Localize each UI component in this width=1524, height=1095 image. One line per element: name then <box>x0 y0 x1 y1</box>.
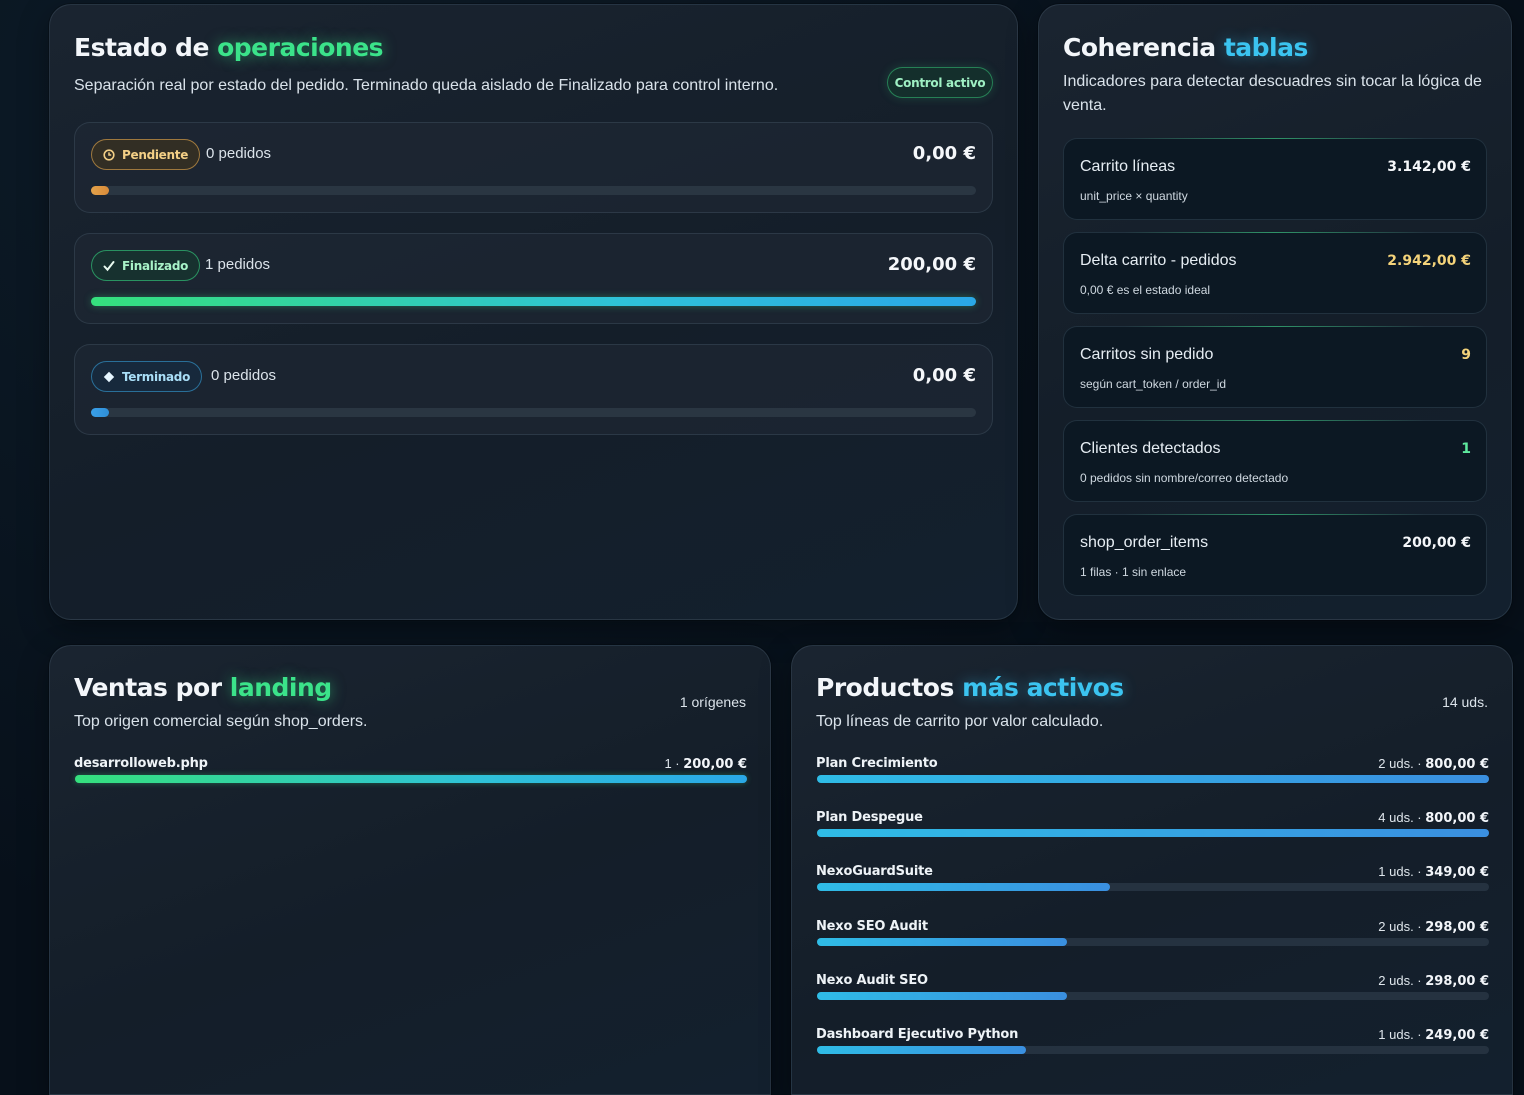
control-active-badge: Control activo <box>887 67 993 98</box>
product-name: NexoGuardSuite <box>816 864 933 879</box>
metric-value: 2.942,00 € <box>1387 253 1471 269</box>
product-progress-track <box>817 775 1489 783</box>
product-progress-track <box>817 829 1489 837</box>
product-name: Nexo SEO Audit <box>816 919 928 934</box>
product-progress-fill <box>817 883 1110 891</box>
product-progress-track <box>817 883 1489 891</box>
clock-icon <box>103 148 115 161</box>
product-row[interactable]: Nexo SEO Audit 2 uds. · 298,00 € <box>816 919 1489 959</box>
metric-hint: 0 pedidos sin nombre/correo detectado <box>1080 471 1289 485</box>
product-row[interactable]: Dashboard Ejecutivo Python 1 uds. · 249,… <box>816 1027 1489 1067</box>
products-units-count: 14 uds. <box>1442 694 1488 710</box>
status-pill-finalizado: Finalizado <box>91 250 201 281</box>
status-amount: 0,00 € <box>912 365 976 386</box>
product-progress-fill <box>817 1046 1026 1054</box>
status-progress-fill <box>91 186 109 195</box>
status-count: 0 pedidos <box>211 367 277 384</box>
metric-label: Clientes detectados <box>1080 440 1221 457</box>
product-progress-track <box>817 1046 1489 1054</box>
metric-hint: según cart_token / order_id <box>1080 377 1227 391</box>
product-row[interactable]: Plan Despegue 4 uds. · 800,00 € <box>816 810 1489 850</box>
product-meta: 2 uds. · 298,00 € <box>1378 973 1489 989</box>
landing-origins-count: 1 orígenes <box>679 694 746 710</box>
status-progress-track <box>91 297 976 306</box>
product-row[interactable]: Plan Crecimiento 2 uds. · 800,00 € <box>816 756 1489 796</box>
operations-panel: Estado de operaciones Separación real po… <box>49 4 1018 620</box>
product-progress-fill <box>817 775 1489 783</box>
status-count: 0 pedidos <box>206 145 272 162</box>
product-name: Nexo Audit SEO <box>816 973 928 988</box>
status-pill-terminado: Terminado <box>91 361 203 392</box>
status-amount: 200,00 € <box>887 254 976 275</box>
metric-label: Delta carrito - pedidos <box>1080 252 1237 269</box>
status-label: Terminado <box>122 369 191 384</box>
status-progress-track <box>91 186 976 195</box>
status-card-finalizado[interactable]: Finalizado 1 pedidos 200,00 € <box>74 233 993 324</box>
coherence-title: Coherencia tablas <box>1063 33 1308 62</box>
products-subtitle: Top líneas de carrito por valor calculad… <box>816 713 1104 730</box>
metric-value: 9 <box>1461 347 1471 363</box>
metric-hint: unit_price × quantity <box>1080 189 1188 203</box>
status-progress-fill <box>91 408 109 417</box>
landing-progress-track <box>75 775 747 783</box>
metric-shop-order-items[interactable]: shop_order_items 1 filas · 1 sin enlace … <box>1063 514 1487 596</box>
landing-meta: 1 · 200,00 € <box>664 756 747 772</box>
metric-label: shop_order_items <box>1080 534 1209 551</box>
product-progress-fill <box>817 992 1068 1000</box>
landing-title: Ventas por landing <box>74 673 332 702</box>
status-label: Pendiente <box>122 147 189 162</box>
coherence-subtitle: Indicadores para detectar descuadres sin… <box>1063 73 1482 114</box>
metric-value: 200,00 € <box>1402 535 1471 551</box>
status-progress-fill <box>91 297 976 306</box>
metric-hint: 1 filas · 1 sin enlace <box>1080 565 1187 579</box>
product-row[interactable]: NexoGuardSuite 1 uds. · 349,00 € <box>816 864 1489 904</box>
metric-clients-detected[interactable]: Clientes detectados 0 pedidos sin nombre… <box>1063 420 1487 502</box>
operations-title: Estado de operaciones <box>74 33 384 62</box>
product-meta: 2 uds. · 298,00 € <box>1378 919 1489 935</box>
landing-progress-fill <box>75 775 747 783</box>
top-products-panel: Productos más activos 14 uds. Top líneas… <box>791 645 1513 1095</box>
product-meta: 1 uds. · 249,00 € <box>1378 1027 1489 1043</box>
metric-hint: 0,00 € es el estado ideal <box>1080 283 1211 297</box>
landing-name: desarrolloweb.php <box>74 756 208 771</box>
check-icon <box>103 260 115 271</box>
metric-cart-lines[interactable]: Carrito líneas unit_price × quantity 3.1… <box>1063 138 1487 220</box>
status-label: Finalizado <box>122 258 189 273</box>
status-pill-pendiente: Pendiente <box>91 139 201 170</box>
product-progress-fill <box>817 829 1489 837</box>
status-card-terminado[interactable]: Terminado 0 pedidos 0,00 € <box>74 344 993 435</box>
product-name: Plan Crecimiento <box>816 756 938 771</box>
product-name: Dashboard Ejecutivo Python <box>816 1027 1019 1042</box>
metric-carts-without-order[interactable]: Carritos sin pedido según cart_token / o… <box>1063 326 1487 408</box>
products-title: Productos más activos <box>816 673 1124 702</box>
product-meta: 1 uds. · 349,00 € <box>1378 864 1489 880</box>
metric-value: 1 <box>1461 441 1471 457</box>
product-progress-track <box>817 938 1489 946</box>
status-amount: 0,00 € <box>912 143 976 164</box>
status-progress-track <box>91 408 976 417</box>
product-meta: 4 uds. · 800,00 € <box>1378 810 1489 826</box>
status-count: 1 pedidos <box>205 256 271 273</box>
landing-sales-panel: Ventas por landing 1 orígenes Top origen… <box>49 645 771 1095</box>
product-progress-track <box>817 992 1489 1000</box>
metric-cart-delta[interactable]: Delta carrito - pedidos 0,00 € es el est… <box>1063 232 1487 314</box>
product-name: Plan Despegue <box>816 810 923 825</box>
diamond-icon <box>103 371 115 382</box>
metric-label: Carrito líneas <box>1080 158 1176 175</box>
metric-value: 3.142,00 € <box>1387 159 1471 175</box>
product-meta: 2 uds. · 800,00 € <box>1378 756 1489 772</box>
metric-label: Carritos sin pedido <box>1080 346 1214 363</box>
product-progress-fill <box>817 938 1068 946</box>
status-card-pendiente[interactable]: Pendiente 0 pedidos 0,00 € <box>74 122 993 213</box>
coherence-panel: Coherencia tablas Indicadores para detec… <box>1038 4 1512 620</box>
landing-row[interactable]: desarrolloweb.php 1 · 200,00 € <box>74 756 747 796</box>
operations-subtitle: Separación real por estado del pedido. T… <box>74 77 779 94</box>
product-row[interactable]: Nexo Audit SEO 2 uds. · 298,00 € <box>816 973 1489 1013</box>
landing-subtitle: Top origen comercial según shop_orders. <box>74 713 368 730</box>
